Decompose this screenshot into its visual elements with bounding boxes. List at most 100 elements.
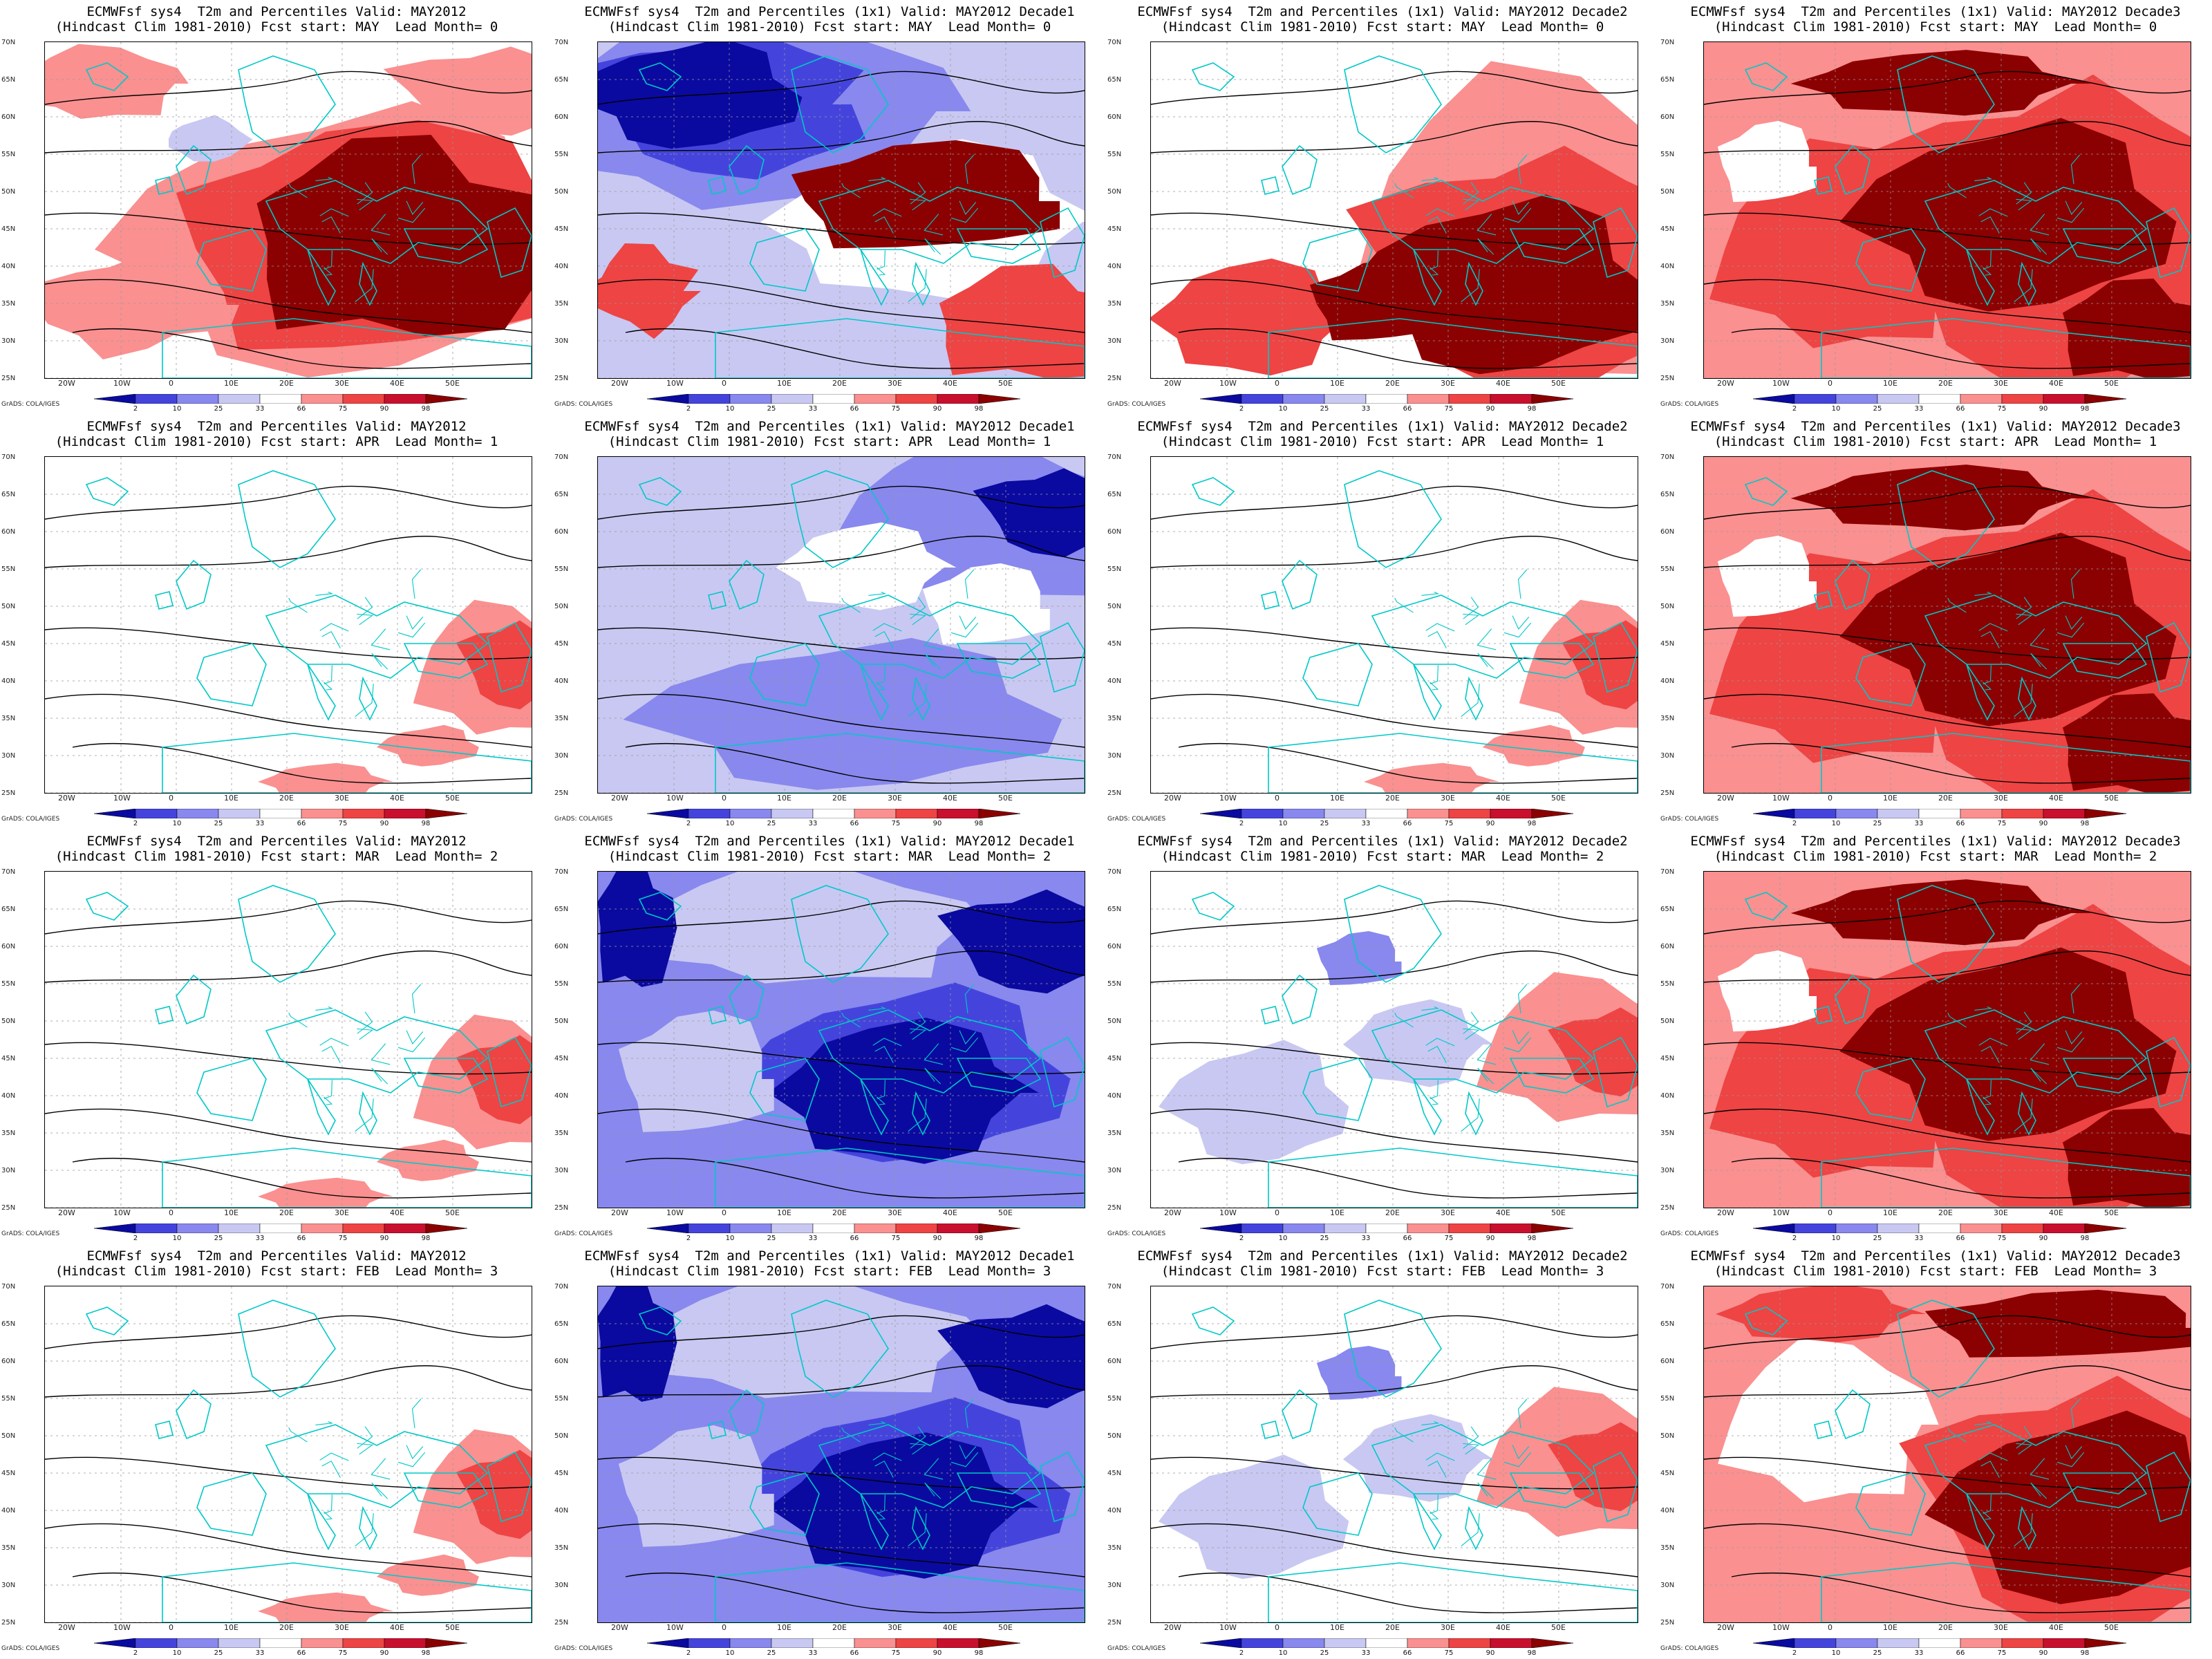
percentile-colorbar bbox=[1200, 394, 1573, 404]
colorbar-tick-label: 75 bbox=[1997, 820, 2007, 827]
colorbar-tick-label: 10 bbox=[725, 1235, 735, 1242]
colorbar-swatch bbox=[1960, 394, 2003, 404]
coastline bbox=[1040, 1036, 1085, 1108]
country-border bbox=[324, 1511, 333, 1520]
country-border bbox=[924, 1043, 944, 1065]
coastline bbox=[715, 733, 1085, 793]
longitude-label: 10E bbox=[777, 1208, 791, 1217]
country-border bbox=[1974, 177, 1993, 181]
coastline bbox=[307, 1493, 336, 1550]
country-border bbox=[357, 613, 374, 626]
colorbar-tick-label: 10 bbox=[172, 1235, 182, 1242]
isotherm-line bbox=[1178, 328, 1638, 369]
coastline bbox=[1413, 249, 1442, 306]
isotherm-line bbox=[45, 536, 532, 568]
longitude-label: 20W bbox=[1717, 1623, 1734, 1632]
latitude-label: 35N bbox=[1, 715, 16, 722]
country-border bbox=[841, 597, 861, 613]
coastline bbox=[487, 207, 532, 279]
coastline bbox=[176, 1389, 212, 1440]
colorbar-swatch bbox=[688, 1638, 731, 1648]
country-border bbox=[877, 665, 885, 684]
shade-75 bbox=[1716, 1286, 1927, 1343]
panel-subtitle: (Hindcast Clim 1981-2010) Fcst start: AP… bbox=[1161, 434, 1604, 449]
isotherm-line bbox=[1704, 1315, 2191, 1349]
forecast-panel-r1c1: ECMWFsf sys4 T2m and Percentiles (1x1) V… bbox=[553, 415, 1106, 830]
country-border bbox=[397, 1037, 426, 1053]
percentile-map bbox=[1703, 871, 2191, 1208]
colorbar-swatch bbox=[301, 1638, 344, 1648]
isotherm-line bbox=[1704, 950, 2191, 983]
isotherm-line bbox=[45, 121, 532, 153]
coastline bbox=[162, 1147, 532, 1208]
colorbar-swatch bbox=[978, 394, 1020, 404]
panel-subtitle: (Hindcast Clim 1981-2010) Fcst start: MA… bbox=[55, 19, 498, 35]
shade-33 bbox=[1342, 999, 1494, 1087]
country-border bbox=[1425, 1452, 1455, 1461]
country-border bbox=[2070, 154, 2081, 185]
colorbar-tick-label: 33 bbox=[808, 1235, 818, 1242]
longitude-label: 0 bbox=[722, 1208, 727, 1217]
colorbar-tick-label: 98 bbox=[421, 1235, 431, 1242]
coastline bbox=[1509, 1058, 1595, 1094]
coastline bbox=[1509, 1472, 1595, 1508]
latitude-label: 40N bbox=[554, 1092, 569, 1100]
longitude-label: 20W bbox=[1164, 794, 1181, 803]
grads-credit: GrADS: COLA/IGES bbox=[1660, 1230, 1719, 1237]
colorbar-swatch bbox=[1490, 809, 1533, 818]
coastline bbox=[1261, 1421, 1280, 1439]
colorbar-swatch bbox=[2001, 809, 2044, 818]
longitude-label: 10E bbox=[777, 1623, 791, 1632]
country-border bbox=[1461, 1098, 1480, 1132]
country-border bbox=[950, 1452, 979, 1468]
country-border bbox=[1463, 182, 1479, 205]
colorbar-swatch bbox=[384, 1638, 427, 1648]
country-border bbox=[319, 208, 349, 217]
country-border bbox=[1477, 1043, 1497, 1065]
colorbar-tick-label: 98 bbox=[1527, 820, 1537, 827]
longitude-label: 30E bbox=[1441, 379, 1455, 388]
latitude-label: 30N bbox=[1, 337, 16, 345]
colorbar-swatch bbox=[1794, 394, 1837, 404]
latitude-label: 30N bbox=[1107, 752, 1122, 760]
country-border bbox=[288, 1012, 308, 1028]
coastline bbox=[2146, 207, 2191, 279]
country-border bbox=[910, 1426, 926, 1449]
panel-subtitle: (Hindcast Clim 1981-2010) Fcst start: MA… bbox=[1714, 849, 2157, 864]
coastline bbox=[729, 974, 765, 1025]
country-border bbox=[2016, 1011, 2032, 1034]
colorbar-swatch bbox=[259, 394, 302, 404]
colorbar-tick-label: 98 bbox=[974, 1649, 984, 1657]
coastline bbox=[307, 664, 336, 721]
isotherm-line bbox=[1704, 627, 2191, 660]
colorbar-swatch bbox=[1448, 1638, 1491, 1648]
percentile-map bbox=[1703, 456, 2191, 794]
latitude-label: 25N bbox=[1, 375, 16, 382]
latitude-label: 70N bbox=[1, 868, 16, 876]
country-border bbox=[841, 1427, 861, 1443]
country-border bbox=[924, 1067, 941, 1085]
coastline bbox=[638, 892, 682, 921]
colorbar-tick-label: 90 bbox=[379, 1649, 389, 1657]
longitude-label: 50E bbox=[998, 794, 1013, 803]
colorbar-tick-label: 75 bbox=[1444, 1235, 1454, 1242]
latitude-label: 70N bbox=[1660, 453, 1675, 461]
longitude-label: 10E bbox=[1883, 794, 1897, 803]
coastline bbox=[715, 1147, 1085, 1208]
colorbar-swatch bbox=[1877, 1224, 1920, 1233]
isotherm-line bbox=[598, 950, 1085, 983]
country-border bbox=[1425, 1038, 1455, 1047]
country-border bbox=[406, 1030, 424, 1045]
country-border bbox=[841, 1012, 861, 1028]
colorbar-tick-label: 98 bbox=[2080, 820, 2090, 827]
coastline bbox=[749, 1472, 820, 1536]
longitude-label: 40E bbox=[2049, 1208, 2063, 1217]
colorbar-tick-label: 33 bbox=[255, 405, 265, 413]
isotherm-line bbox=[598, 121, 1085, 153]
country-border bbox=[868, 1421, 887, 1425]
colorbar-tick-label: 10 bbox=[1831, 405, 1841, 413]
country-border bbox=[1477, 238, 1494, 255]
country-border bbox=[1430, 1494, 1438, 1514]
latitude-label: 25N bbox=[1660, 789, 1675, 797]
colorbar-swatch bbox=[895, 394, 938, 404]
